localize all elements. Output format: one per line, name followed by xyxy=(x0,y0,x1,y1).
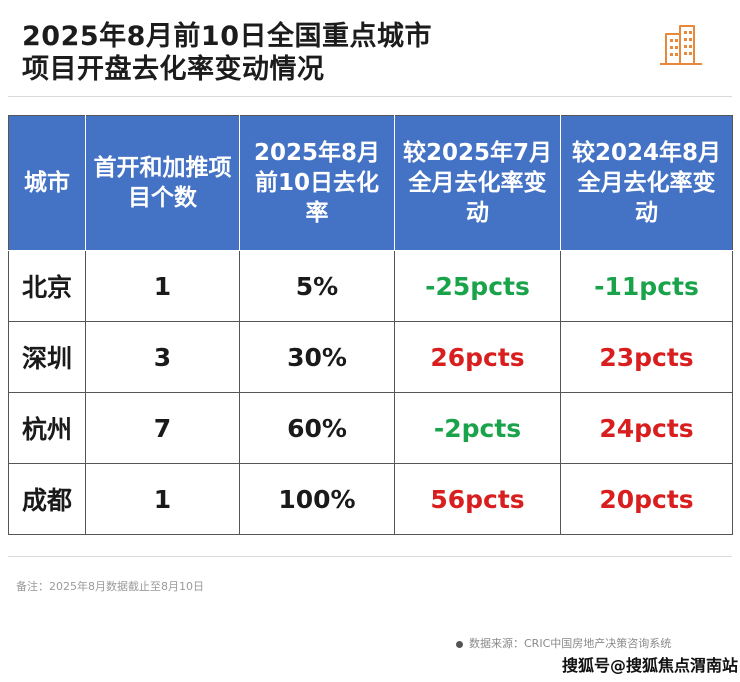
header-city: 城市 xyxy=(8,115,86,251)
table-row: 北京 1 5% -25pcts -11pcts xyxy=(8,250,733,322)
cell-projects: 1 xyxy=(85,463,240,535)
cell-projects: 7 xyxy=(85,392,240,464)
cell-projects: 3 xyxy=(85,321,240,393)
cell-vs-jul: -2pcts xyxy=(394,392,561,464)
title-divider xyxy=(8,96,732,97)
watermark-text: 搜狐号@搜狐焦点渭南站 xyxy=(562,656,739,675)
title-line-1: 2025年8月前10日全国重点城市 xyxy=(22,21,433,52)
cell-rate: 5% xyxy=(239,250,395,322)
header-vs-last-aug: 较2024年8月全月去化率变动 xyxy=(560,115,733,251)
cell-vs-last-aug: -11pcts xyxy=(560,250,733,322)
title-line-2: 项目开盘去化率变动情况 xyxy=(22,54,325,85)
table-row: 深圳 3 30% 26pcts 23pcts xyxy=(8,321,733,393)
table-header-row: 城市 首开和加推项目个数 2025年8月前10日去化率 较2025年7月全月去化… xyxy=(8,115,733,251)
cell-city: 深圳 xyxy=(8,321,86,393)
page-title: 2025年8月前10日全国重点城市 项目开盘去化率变动情况 xyxy=(22,20,432,86)
cell-vs-last-aug: 20pcts xyxy=(560,463,733,535)
header-rate: 2025年8月前10日去化率 xyxy=(239,115,395,251)
cell-vs-last-aug: 24pcts xyxy=(560,392,733,464)
table-row: 杭州 7 60% -2pcts 24pcts xyxy=(8,392,733,464)
data-source: 数据来源：CRIC中国房地产决策咨询系统 xyxy=(456,635,671,651)
cell-vs-jul: -25pcts xyxy=(394,250,561,322)
bullet-icon xyxy=(456,640,463,648)
cell-projects: 1 xyxy=(85,250,240,322)
cell-city: 成都 xyxy=(8,463,86,535)
header-projects: 首开和加推项目个数 xyxy=(85,115,240,251)
cell-vs-jul: 56pcts xyxy=(394,463,561,535)
building-icon xyxy=(660,25,702,65)
cell-rate: 30% xyxy=(239,321,395,393)
footnote: 备注：2025年8月数据截止至8月10日 xyxy=(16,580,204,593)
header-vs-jul: 较2025年7月全月去化率变动 xyxy=(394,115,561,251)
cell-vs-last-aug: 23pcts xyxy=(560,321,733,393)
footer-divider xyxy=(8,556,732,557)
data-table: 城市 首开和加推项目个数 2025年8月前10日去化率 较2025年7月全月去化… xyxy=(8,115,733,535)
data-source-text: 数据来源：CRIC中国房地产决策咨询系统 xyxy=(469,637,672,650)
cell-vs-jul: 26pcts xyxy=(394,321,561,393)
table-row: 成都 1 100% 56pcts 20pcts xyxy=(8,463,733,535)
cell-rate: 100% xyxy=(239,463,395,535)
cell-city: 杭州 xyxy=(8,392,86,464)
cell-city: 北京 xyxy=(8,250,86,322)
cell-rate: 60% xyxy=(239,392,395,464)
